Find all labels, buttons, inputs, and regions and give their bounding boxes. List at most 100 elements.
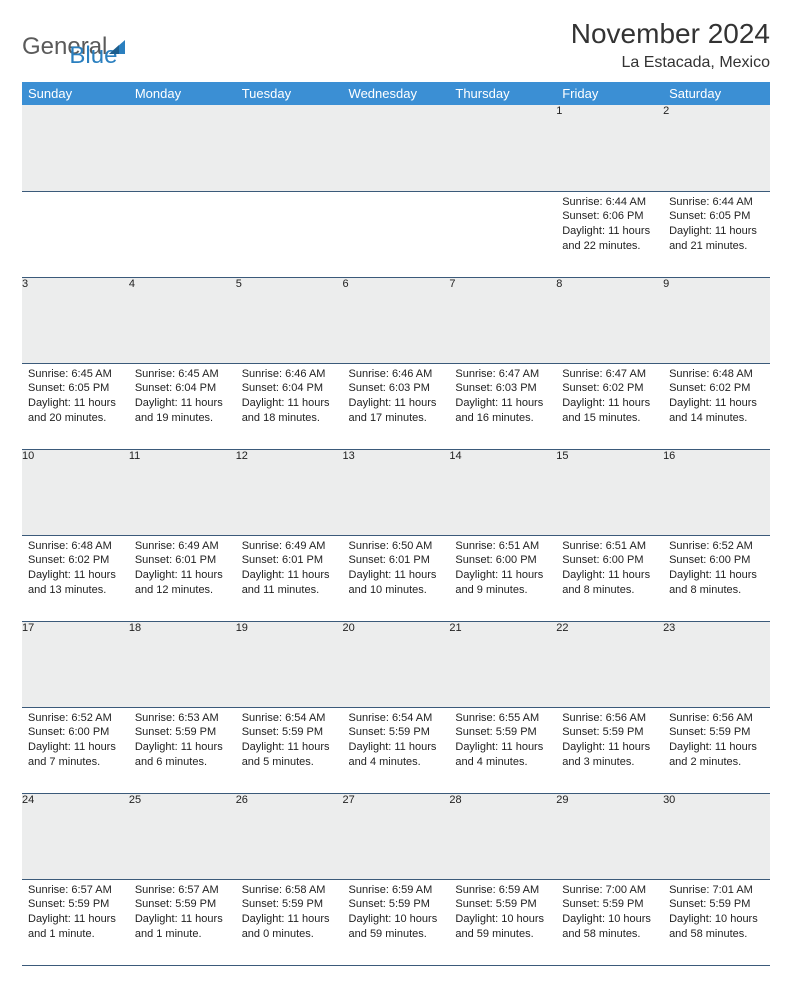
sunset-text: Sunset: 6:01 PM [242, 553, 337, 568]
day-cell: Sunrise: 6:54 AMSunset: 5:59 PMDaylight:… [236, 707, 343, 793]
day-number-cell: 15 [556, 449, 663, 535]
day-number-cell: 29 [556, 793, 663, 879]
day-cell: Sunrise: 6:57 AMSunset: 5:59 PMDaylight:… [129, 879, 236, 965]
sunset-text: Sunset: 6:01 PM [135, 553, 230, 568]
sunrise-text: Sunrise: 6:54 AM [242, 711, 337, 726]
day-number-cell [343, 105, 450, 191]
daylight-text: Daylight: 11 hours and 1 minute. [28, 912, 123, 942]
sunset-text: Sunset: 5:59 PM [349, 897, 444, 912]
day-cell: Sunrise: 6:58 AMSunset: 5:59 PMDaylight:… [236, 879, 343, 965]
day-cell: Sunrise: 6:47 AMSunset: 6:03 PMDaylight:… [449, 363, 556, 449]
day-number-cell [22, 105, 129, 191]
sunrise-text: Sunrise: 6:48 AM [669, 367, 764, 382]
sunrise-text: Sunrise: 6:57 AM [28, 883, 123, 898]
sunrise-text: Sunrise: 6:45 AM [28, 367, 123, 382]
day-content-row: Sunrise: 6:45 AMSunset: 6:05 PM Daylight:… [22, 363, 770, 449]
sunset-text: Sunset: 6:03 PM [455, 381, 550, 396]
day-cell: Sunrise: 6:54 AMSunset: 5:59 PMDaylight:… [343, 707, 450, 793]
sunset-text: Sunset: 6:02 PM [28, 553, 123, 568]
day-number-cell: 19 [236, 621, 343, 707]
logo: General Blue [22, 18, 117, 70]
day-cell: Sunrise: 6:50 AMSunset: 6:01 PMDaylight:… [343, 535, 450, 621]
daylight-text: Daylight: 11 hours and 0 minutes. [242, 912, 337, 942]
daylight-text: Daylight: 11 hours and 1 minute. [135, 912, 230, 942]
sunset-text: Sunset: 5:59 PM [562, 725, 657, 740]
sunrise-text: Sunrise: 6:59 AM [455, 883, 550, 898]
sunrise-text: Sunrise: 6:51 AM [562, 539, 657, 554]
daylight-text: Daylight: 11 hours and 3 minutes. [562, 740, 657, 770]
day-cell: Sunrise: 6:49 AMSunset: 6:01 PMDaylight:… [129, 535, 236, 621]
daylight-text: Daylight: 10 hours and 58 minutes. [669, 912, 764, 942]
day-number-cell [449, 105, 556, 191]
day-number-cell: 18 [129, 621, 236, 707]
page-title: November 2024 [571, 18, 770, 50]
daylight-text: Daylight: 11 hours and 5 minutes. [242, 740, 337, 770]
sunset-text: Sunset: 6:05 PM [28, 381, 123, 396]
header: General Blue November 2024 La Estacada, … [22, 18, 770, 72]
sunset-text: Sunset: 5:59 PM [669, 897, 764, 912]
day-number-cell: 3 [22, 277, 129, 363]
day-cell: Sunrise: 6:44 AMSunset: 6:06 PMDaylight:… [556, 191, 663, 277]
day-number-cell: 28 [449, 793, 556, 879]
sunset-text: Sunset: 6:01 PM [349, 553, 444, 568]
daylight-text: Daylight: 10 hours and 59 minutes. [349, 912, 444, 942]
day-cell [129, 191, 236, 277]
sunrise-text: Sunrise: 6:54 AM [349, 711, 444, 726]
sunrise-text: Sunrise: 6:51 AM [455, 539, 550, 554]
day-content-row: Sunrise: 6:52 AMSunset: 6:00 PMDaylight:… [22, 707, 770, 793]
day-number-cell: 20 [343, 621, 450, 707]
sunset-text: Sunset: 5:59 PM [455, 725, 550, 740]
logo-sail-icon [107, 36, 129, 58]
daylight-text: Daylight: 10 hours and 59 minutes. [455, 912, 550, 942]
day-cell: Sunrise: 6:56 AMSunset: 5:59 PMDaylight:… [556, 707, 663, 793]
day-number-cell: 5 [236, 277, 343, 363]
sunrise-text: Sunrise: 6:58 AM [242, 883, 337, 898]
page-subtitle: La Estacada, Mexico [571, 54, 770, 72]
sunset-text: Sunset: 5:59 PM [135, 725, 230, 740]
sunrise-text: Sunrise: 6:56 AM [669, 711, 764, 726]
daylight-text: Daylight: 11 hours and 18 minutes. [242, 396, 337, 426]
sunset-text: Sunset: 6:02 PM [669, 381, 764, 396]
sunset-text: Sunset: 6:03 PM [349, 381, 444, 396]
sunset-text: Sunset: 6:02 PM [562, 381, 657, 396]
daylight-text: Daylight: 11 hours and 8 minutes. [669, 568, 764, 598]
sunrise-text: Sunrise: 6:50 AM [349, 539, 444, 554]
day-number-cell: 7 [449, 277, 556, 363]
sunset-text: Sunset: 5:59 PM [669, 725, 764, 740]
daylight-text: Daylight: 11 hours and 15 minutes. [562, 396, 657, 426]
day-cell: Sunrise: 6:48 AMSunset: 6:02 PMDaylight:… [663, 363, 770, 449]
daylight-text: Daylight: 11 hours and 6 minutes. [135, 740, 230, 770]
sunrise-text: Sunrise: 6:59 AM [349, 883, 444, 898]
day-number-row: 3456789 [22, 277, 770, 363]
sunrise-text: Sunrise: 6:44 AM [669, 195, 764, 210]
day-number-cell: 26 [236, 793, 343, 879]
day-cell: Sunrise: 6:59 AMSunset: 5:59 PMDaylight:… [449, 879, 556, 965]
title-block: November 2024 La Estacada, Mexico [571, 18, 770, 72]
day-number-cell [236, 105, 343, 191]
sunrise-text: Sunrise: 6:47 AM [455, 367, 550, 382]
day-number-cell: 2 [663, 105, 770, 191]
daylight-text: Daylight: 11 hours and 21 minutes. [669, 224, 764, 254]
daylight-text: Daylight: 11 hours and 19 minutes. [135, 396, 230, 426]
sunrise-text: Sunrise: 7:01 AM [669, 883, 764, 898]
day-number-cell: 8 [556, 277, 663, 363]
day-cell: Sunrise: 6:57 AMSunset: 5:59 PMDaylight:… [22, 879, 129, 965]
sunset-text: Sunset: 6:04 PM [242, 381, 337, 396]
daylight-text: Daylight: 11 hours and 12 minutes. [135, 568, 230, 598]
weekday-header: Sunday [22, 82, 129, 105]
sunset-text: Sunset: 5:59 PM [242, 725, 337, 740]
day-number-cell: 13 [343, 449, 450, 535]
day-content-row: Sunrise: 6:48 AMSunset: 6:02 PMDaylight:… [22, 535, 770, 621]
day-cell [22, 191, 129, 277]
sunrise-text: Sunrise: 6:46 AM [242, 367, 337, 382]
daylight-text: Daylight: 11 hours and 4 minutes. [349, 740, 444, 770]
day-number-cell: 27 [343, 793, 450, 879]
sunrise-text: Sunrise: 7:00 AM [562, 883, 657, 898]
sunset-text: Sunset: 6:06 PM [562, 209, 657, 224]
day-cell: Sunrise: 6:46 AMSunset: 6:04 PMDaylight:… [236, 363, 343, 449]
day-cell: Sunrise: 6:51 AMSunset: 6:00 PMDaylight:… [449, 535, 556, 621]
sunrise-text: Sunrise: 6:55 AM [455, 711, 550, 726]
daylight-text: Daylight: 11 hours and 8 minutes. [562, 568, 657, 598]
calendar-page: General Blue November 2024 La Estacada, … [0, 0, 792, 984]
sunset-text: Sunset: 5:59 PM [562, 897, 657, 912]
